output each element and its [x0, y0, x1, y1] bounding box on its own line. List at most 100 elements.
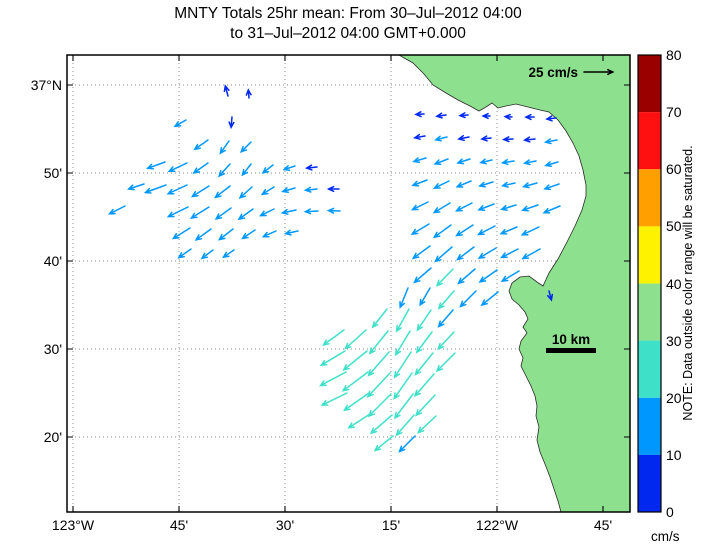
current-vector — [458, 112, 469, 119]
current-vector — [393, 372, 413, 400]
y-tick-label: 50' — [44, 165, 62, 181]
current-vector — [437, 309, 454, 328]
current-vector — [410, 201, 429, 211]
current-vector — [499, 226, 518, 235]
figure-title-line2: to 31–Jul–2012 04:00 GMT+0.000 — [230, 25, 466, 42]
current-vector — [433, 158, 449, 166]
current-vector — [261, 230, 277, 238]
colorbar-segment — [638, 226, 661, 284]
colorbar-segment — [638, 454, 661, 512]
current-vector — [455, 202, 473, 212]
scale-bar — [546, 348, 596, 353]
current-vector — [411, 245, 431, 260]
current-vector — [500, 270, 520, 283]
current-vector — [367, 393, 392, 418]
current-vector — [411, 179, 428, 187]
x-tick-label: 122°W — [476, 517, 519, 533]
colorbar-segment — [638, 55, 661, 113]
current-vector — [146, 161, 166, 170]
current-vector — [455, 180, 472, 188]
current-vector — [419, 287, 431, 307]
current-vector — [410, 223, 430, 236]
current-vector — [414, 111, 425, 118]
current-vector — [347, 413, 371, 429]
current-vector — [326, 207, 341, 214]
current-vector — [245, 88, 252, 99]
y-tick-label: 37°N — [31, 77, 62, 93]
current-vector — [457, 268, 476, 285]
current-vector — [228, 116, 235, 130]
current-vector — [544, 161, 559, 168]
colorbar-note: NOTE: Data outside color range will be s… — [681, 145, 695, 420]
current-vector — [342, 350, 368, 371]
current-vector — [432, 202, 451, 214]
colorbar-segment — [638, 340, 661, 398]
current-vector — [393, 393, 414, 420]
current-vector — [238, 186, 253, 199]
current-vector — [437, 331, 455, 351]
current-vector — [200, 249, 214, 260]
y-axis-labels: 37°N 50' 40' 30' 20' — [31, 77, 62, 445]
current-vector — [399, 287, 409, 309]
colorbar-tick: 70 — [666, 104, 682, 120]
current-vector — [303, 186, 318, 193]
current-vector — [500, 181, 516, 188]
current-vector — [415, 331, 433, 354]
current-vector — [304, 164, 318, 171]
current-vector — [319, 371, 347, 387]
vector-layer — [108, 84, 561, 453]
current-vector — [241, 163, 252, 177]
current-vector — [434, 135, 448, 142]
colorbar-tick: 20 — [666, 390, 682, 406]
current-vector — [194, 228, 212, 241]
current-vector — [371, 308, 388, 329]
colorbar-tick: 30 — [666, 333, 682, 349]
current-vector — [167, 162, 188, 173]
current-vector — [239, 141, 252, 154]
current-vector — [108, 205, 126, 215]
current-vector — [521, 204, 539, 212]
current-vector — [456, 158, 471, 165]
colorbar-segment — [638, 112, 661, 170]
current-vector — [395, 414, 415, 437]
current-vector — [416, 309, 432, 332]
x-tick-label: 45' — [594, 517, 612, 533]
axis-tick-marks — [67, 55, 630, 512]
current-vector — [499, 204, 517, 211]
x-tick-label: 15' — [382, 517, 400, 533]
current-vector — [241, 229, 256, 240]
current-vector — [192, 162, 209, 174]
current-vector — [477, 203, 495, 211]
current-vector — [171, 227, 191, 240]
current-vector — [413, 133, 426, 140]
current-vector — [219, 140, 230, 155]
current-vector — [218, 163, 231, 178]
current-vector — [479, 158, 493, 165]
current-vector — [303, 208, 319, 215]
current-vector — [214, 185, 231, 199]
current-vector — [189, 206, 210, 219]
plot-frame — [66, 54, 631, 513]
current-vector — [412, 157, 427, 164]
current-vector — [503, 113, 513, 120]
current-vector — [341, 371, 369, 392]
current-vector — [547, 290, 554, 302]
current-vector — [394, 330, 411, 357]
current-vector — [520, 226, 540, 236]
reference-arrow — [583, 68, 615, 76]
colorbar: 80 70 60 50 40 30 20 10 0 cm/s NOTE: Dat… — [637, 47, 695, 544]
current-vector — [398, 435, 416, 453]
current-vector — [166, 206, 189, 218]
current-vector — [320, 392, 348, 406]
figure-title-line1: MNTY Totals 25hr mean: From 30–Jul–2012 … — [174, 5, 522, 22]
current-vector — [395, 308, 410, 333]
current-vector — [368, 330, 389, 355]
current-vector — [281, 187, 296, 194]
current-vector — [543, 138, 558, 145]
current-vector — [193, 139, 209, 151]
colorbar-tick: 60 — [666, 161, 682, 177]
x-tick-label: 123°W — [52, 517, 95, 533]
y-tick-label: 30' — [44, 341, 62, 357]
current-vector — [190, 185, 210, 198]
current-vector — [173, 119, 187, 128]
